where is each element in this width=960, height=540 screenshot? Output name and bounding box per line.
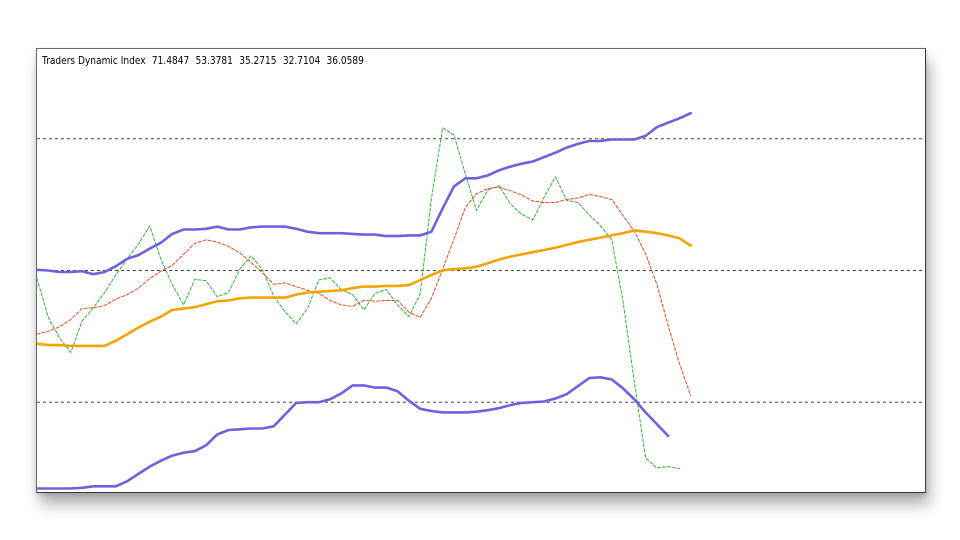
indicator-value-lower-band: 35.2715 (239, 55, 277, 67)
series-upper-band (37, 111, 693, 276)
series-fast-line (37, 186, 692, 397)
indicator-name: Traders Dynamic Index (42, 55, 146, 67)
indicator-value-fast-line: 53.3781 (195, 55, 233, 67)
chart-frame: Traders Dynamic Index 71.4847 53.3781 35… (36, 48, 926, 493)
indicator-value-upper-band: 71.4847 (151, 55, 190, 67)
chart-plot (37, 111, 925, 490)
series-lower-band (37, 375, 670, 490)
indicator-value-signal-line: 36.0589 (326, 55, 364, 67)
indicator-value-rsi-line: 32.7104 (282, 55, 321, 67)
series-signal-line (37, 229, 693, 348)
indicator-title: Traders Dynamic Index 71.4847 53.3781 35… (42, 55, 364, 67)
series-rsi-line (37, 127, 680, 470)
